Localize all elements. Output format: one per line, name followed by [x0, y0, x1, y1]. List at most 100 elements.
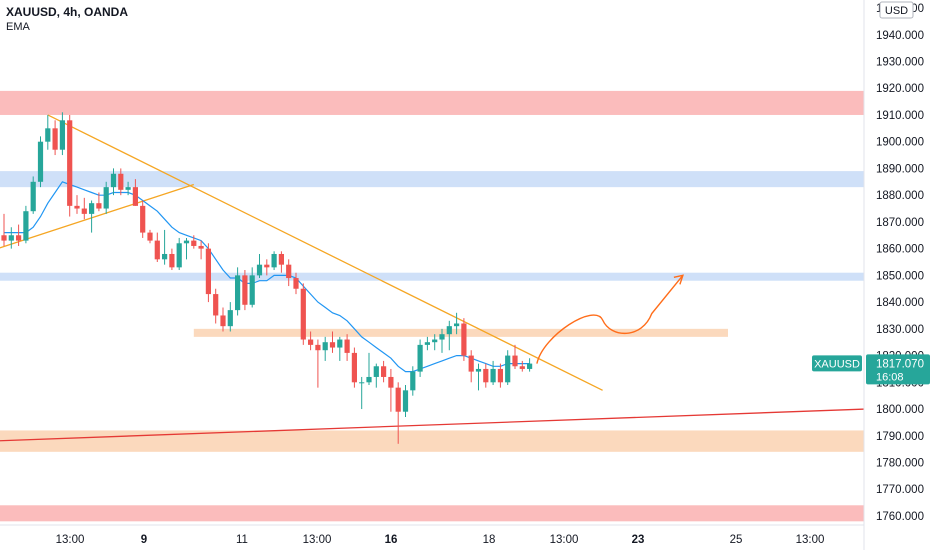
candle[interactable]	[45, 114, 51, 150]
symbol-price-tag[interactable]: XAUUSD	[812, 355, 862, 372]
candle[interactable]	[30, 176, 36, 214]
candle-body	[424, 342, 430, 345]
candle-body	[417, 344, 423, 372]
candle[interactable]	[147, 229, 153, 244]
zone-orange-3[interactable]	[193, 328, 729, 337]
candle[interactable]	[446, 320, 452, 351]
candle[interactable]	[110, 168, 117, 196]
candle[interactable]	[424, 336, 430, 351]
candle-body	[439, 334, 445, 340]
candle[interactable]	[373, 363, 379, 388]
candle[interactable]	[395, 382, 401, 444]
zone-orange-4[interactable]	[0, 430, 864, 452]
candle[interactable]	[410, 366, 416, 396]
candle[interactable]	[278, 251, 284, 273]
trendline-down[interactable]	[47, 114, 603, 391]
time-tick-label: 16	[385, 534, 398, 546]
candle[interactable]	[154, 232, 160, 262]
candle[interactable]	[140, 200, 146, 238]
price-tick-label: 1790.000	[876, 431, 924, 443]
candle[interactable]	[483, 363, 489, 388]
price-axis[interactable]	[864, 0, 932, 550]
candle[interactable]	[381, 360, 387, 383]
candle[interactable]	[67, 114, 73, 217]
candle[interactable]	[308, 331, 314, 351]
projection-arrow[interactable]	[536, 274, 684, 364]
candle[interactable]	[183, 237, 190, 260]
candle[interactable]	[461, 318, 467, 361]
candle[interactable]	[402, 384, 409, 418]
candle[interactable]	[505, 350, 511, 385]
candle[interactable]	[454, 312, 460, 335]
candle[interactable]	[300, 283, 306, 345]
candle[interactable]	[337, 336, 343, 361]
candle[interactable]	[1, 213, 7, 246]
time-tick-label: 13:00	[56, 534, 85, 546]
candle[interactable]	[23, 205, 29, 244]
candle[interactable]	[198, 240, 204, 260]
time-tick-label: 18	[483, 534, 496, 546]
candle[interactable]	[37, 136, 44, 188]
candle[interactable]	[366, 352, 372, 385]
candle[interactable]	[388, 368, 394, 412]
candle[interactable]	[235, 267, 241, 316]
time-ticks: 13:00 9 11 13:00 16 18 13:00 23 25 13:00	[56, 534, 825, 546]
candle-body	[410, 371, 416, 391]
candle[interactable]	[344, 334, 350, 361]
candle[interactable]	[286, 259, 292, 287]
candle[interactable]	[227, 302, 233, 332]
candle[interactable]	[475, 363, 482, 391]
candle[interactable]	[264, 259, 270, 276]
candle[interactable]	[322, 336, 328, 361]
candle[interactable]	[242, 270, 248, 311]
candle[interactable]	[205, 243, 211, 303]
candle[interactable]	[213, 288, 219, 324]
candle[interactable]	[293, 272, 299, 295]
candle[interactable]	[191, 235, 197, 249]
candle[interactable]	[162, 229, 168, 265]
candle[interactable]	[519, 360, 525, 372]
candle[interactable]	[220, 307, 226, 332]
candle[interactable]	[96, 192, 102, 212]
candle[interactable]	[176, 237, 182, 271]
candle[interactable]	[8, 227, 14, 249]
ema-line[interactable]	[4, 181, 530, 373]
candle[interactable]	[417, 339, 423, 377]
candle[interactable]	[329, 331, 336, 353]
candle[interactable]	[16, 224, 22, 246]
candle[interactable]	[74, 195, 80, 214]
zone-blue-1[interactable]	[0, 171, 864, 188]
candle[interactable]	[490, 360, 496, 385]
zone-red-0[interactable]	[0, 90, 864, 115]
candle[interactable]	[512, 344, 518, 369]
candle[interactable]	[169, 248, 175, 271]
candle[interactable]	[132, 179, 138, 206]
candle[interactable]	[103, 181, 109, 214]
indicator-label[interactable]: EMA	[6, 21, 30, 33]
trendline-support[interactable]	[0, 408, 866, 442]
candle[interactable]	[125, 181, 131, 196]
zone-red-5[interactable]	[0, 505, 864, 522]
candle[interactable]	[59, 112, 65, 156]
candle[interactable]	[359, 376, 365, 410]
candle[interactable]	[351, 347, 357, 388]
candle[interactable]	[497, 363, 503, 388]
candle[interactable]	[432, 334, 438, 351]
candle[interactable]	[439, 328, 445, 353]
currency-badge[interactable]: USD	[879, 1, 914, 19]
candle[interactable]	[52, 120, 58, 156]
zone-blue-2[interactable]	[0, 272, 864, 281]
candle[interactable]	[81, 197, 87, 220]
candle[interactable]	[249, 267, 255, 308]
candle[interactable]	[118, 168, 124, 196]
candle[interactable]	[89, 200, 95, 233]
price-tick-label: 1760.000	[876, 511, 924, 523]
candle[interactable]	[527, 358, 533, 372]
candle[interactable]	[271, 251, 277, 271]
candle[interactable]	[315, 339, 321, 388]
candle[interactable]	[468, 350, 474, 383]
candle[interactable]	[256, 253, 263, 279]
